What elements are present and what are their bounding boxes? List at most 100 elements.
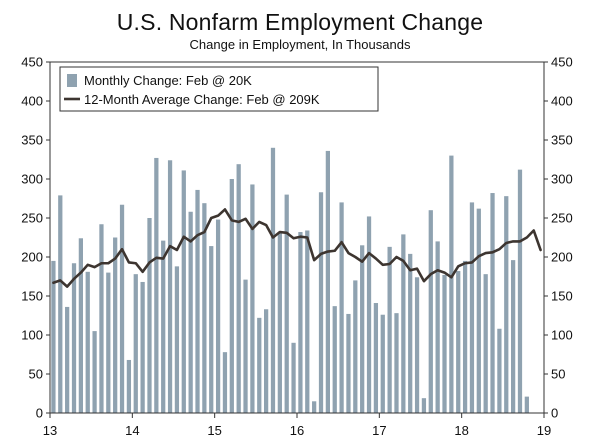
bar bbox=[318, 192, 324, 413]
bar bbox=[154, 157, 159, 413]
x-tick-label: 13 bbox=[43, 423, 57, 438]
bar bbox=[174, 266, 180, 413]
bar bbox=[51, 260, 56, 413]
bar bbox=[366, 216, 372, 413]
bar bbox=[195, 189, 200, 413]
bar bbox=[312, 401, 317, 413]
bar bbox=[339, 202, 344, 413]
bar bbox=[113, 237, 118, 413]
bar bbox=[435, 241, 440, 413]
bar bbox=[387, 246, 392, 413]
bar bbox=[243, 279, 248, 413]
bar bbox=[408, 253, 413, 413]
bar bbox=[524, 396, 529, 413]
bar bbox=[414, 277, 420, 413]
bar bbox=[476, 208, 481, 413]
y-tick-label-left: 250 bbox=[21, 211, 43, 226]
y-tick-label-left: 200 bbox=[21, 250, 43, 265]
bar bbox=[421, 398, 427, 413]
x-tick-label: 15 bbox=[207, 423, 221, 438]
y-tick-label-left: 150 bbox=[21, 289, 43, 304]
bar bbox=[133, 274, 138, 413]
y-tick-label-left: 100 bbox=[21, 328, 43, 343]
bar bbox=[456, 271, 461, 413]
y-tick-label-right: 50 bbox=[551, 367, 565, 382]
bar bbox=[270, 147, 276, 414]
bar bbox=[215, 219, 221, 413]
bar bbox=[428, 210, 433, 413]
chart-subtitle: Change in Employment, In Thousands bbox=[189, 37, 411, 52]
x-tick-label: 14 bbox=[125, 423, 139, 438]
bar bbox=[360, 245, 365, 413]
bar bbox=[167, 160, 173, 413]
bar bbox=[483, 274, 488, 413]
bar bbox=[511, 260, 516, 413]
x-tick-label: 19 bbox=[537, 423, 551, 438]
bar bbox=[71, 263, 77, 413]
x-tick-label: 18 bbox=[454, 423, 468, 438]
bar bbox=[346, 313, 351, 413]
bar bbox=[291, 342, 296, 413]
bar bbox=[147, 218, 152, 413]
bar bbox=[401, 234, 406, 413]
bar bbox=[106, 272, 111, 413]
bar bbox=[202, 203, 207, 413]
bar bbox=[449, 155, 454, 413]
bar bbox=[394, 313, 399, 413]
bar bbox=[517, 169, 523, 413]
y-tick-label-left: 50 bbox=[29, 367, 43, 382]
bar bbox=[126, 359, 132, 413]
bar bbox=[462, 260, 468, 413]
y-tick-label-right: 100 bbox=[551, 328, 573, 343]
legend-label-bars: Monthly Change: Feb @ 20K bbox=[84, 73, 252, 88]
y-tick-label-left: 350 bbox=[21, 133, 43, 148]
legend-label-line: 12-Month Average Change: Feb @ 209K bbox=[84, 92, 320, 107]
bar bbox=[469, 202, 475, 413]
legend-swatch-bars bbox=[67, 74, 77, 87]
bar bbox=[305, 230, 310, 413]
bar bbox=[504, 196, 509, 413]
x-tick-label: 17 bbox=[372, 423, 386, 438]
y-tick-label-right: 150 bbox=[551, 289, 573, 304]
bar bbox=[490, 193, 495, 413]
y-tick-label-right: 300 bbox=[551, 172, 573, 187]
axes-layer: 0 0 50 50 100 100 150 150 200 200 250 250 300 300 350 3… bbox=[21, 55, 572, 439]
y-tick-label-left: 450 bbox=[21, 55, 43, 70]
bar bbox=[277, 232, 282, 413]
bar bbox=[209, 246, 214, 413]
y-tick-label-left: 0 bbox=[36, 406, 43, 421]
bar bbox=[119, 204, 125, 413]
bar bbox=[78, 238, 83, 413]
bar bbox=[284, 194, 289, 413]
legend-box bbox=[59, 66, 379, 112]
bars-layer bbox=[51, 147, 529, 414]
bar bbox=[380, 314, 385, 413]
y-tick-label-right: 0 bbox=[551, 406, 558, 421]
bar bbox=[65, 306, 70, 413]
x-tick-label: 16 bbox=[290, 423, 304, 438]
bar bbox=[181, 170, 186, 413]
line-layer bbox=[52, 208, 542, 288]
bar bbox=[373, 303, 379, 413]
y-tick-label-left: 400 bbox=[21, 94, 43, 109]
bar bbox=[264, 309, 269, 413]
legend: Monthly Change: Feb @ 20K 12-Month Averag… bbox=[59, 66, 379, 112]
bar bbox=[222, 352, 228, 413]
y-tick-label-right: 400 bbox=[551, 94, 573, 109]
bar bbox=[229, 179, 234, 413]
bar bbox=[92, 331, 97, 413]
bar bbox=[353, 280, 358, 413]
bar bbox=[442, 274, 447, 413]
bar bbox=[332, 306, 337, 413]
bar bbox=[99, 224, 104, 413]
bar bbox=[298, 232, 303, 413]
bar bbox=[58, 195, 63, 413]
bar bbox=[188, 211, 193, 413]
y-tick-label-right: 250 bbox=[551, 211, 573, 226]
y-tick-label-right: 350 bbox=[551, 133, 573, 148]
y-tick-label-left: 300 bbox=[21, 172, 43, 187]
bar bbox=[250, 184, 255, 413]
bar bbox=[85, 271, 90, 413]
